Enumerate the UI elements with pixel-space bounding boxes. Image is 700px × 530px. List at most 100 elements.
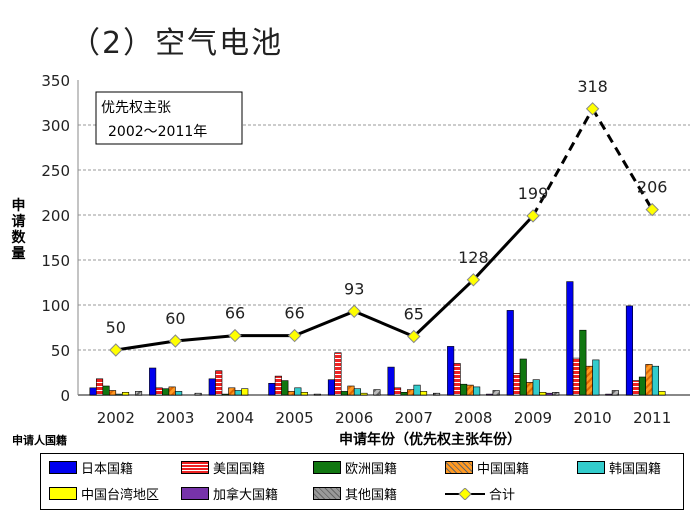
legend-swatch <box>313 461 341 474</box>
bar-中国国籍 <box>406 389 415 396</box>
bar-韩国国籍 <box>353 388 362 396</box>
bar-加拿大国籍 <box>605 393 613 396</box>
x-tick-label: 2003 <box>156 409 194 427</box>
bar-中国国籍 <box>287 391 295 396</box>
total-marker <box>347 304 361 319</box>
x-tick-label: 2007 <box>395 409 433 427</box>
total-data-label: 93 <box>344 279 364 298</box>
total-data-label: 60 <box>165 309 185 328</box>
bar-其他国籍 <box>611 390 619 396</box>
bar-其他国籍 <box>373 389 381 396</box>
legend-label: 中国台湾地区 <box>81 488 160 503</box>
legend-label: 日本国籍 <box>81 462 134 477</box>
bar-中国台湾地区 <box>419 391 428 396</box>
total-data-label: 199 <box>518 184 549 203</box>
bar-日本国籍 <box>89 387 97 396</box>
bar-加拿大国籍 <box>545 392 553 396</box>
bar-中国台湾地区 <box>360 392 368 396</box>
legend: 日本国籍 美国国籍 欧洲国籍 中国国籍 韩国国籍 中国台湾地区 加拿大国籍 其他国籍 合计 <box>40 453 684 510</box>
total-line-segment <box>591 108 654 211</box>
bar-欧洲国籍 <box>579 329 587 396</box>
legend-swatch <box>181 487 209 500</box>
legend-title: 申请人国籍 <box>12 433 67 447</box>
legend-swatch <box>49 461 77 474</box>
bar-中国台湾地区 <box>241 388 249 396</box>
bar-中国国籍 <box>228 387 236 396</box>
bar-美国国籍 <box>96 378 104 396</box>
bar-日本国籍 <box>208 378 216 396</box>
legend-swatch <box>49 487 77 500</box>
bar-欧洲国籍 <box>519 358 527 396</box>
bar-美国国籍 <box>155 387 163 396</box>
bar-其他国籍 <box>135 391 143 396</box>
legend-label: 欧洲国籍 <box>345 462 398 477</box>
bar-美国国籍 <box>215 370 223 396</box>
bar-加拿大国籍 <box>486 393 494 396</box>
bar-欧洲国籍 <box>102 385 110 396</box>
bar-中国国籍 <box>466 384 474 396</box>
total-data-label: 128 <box>458 248 489 267</box>
bar-韩国国籍 <box>651 365 660 396</box>
x-tick-label: 2008 <box>454 409 492 427</box>
bar-中国国籍 <box>168 386 176 396</box>
legend-label: 其他国籍 <box>345 488 398 503</box>
legend-item: 加拿大国籍 <box>181 484 278 503</box>
total-data-label: 66 <box>284 304 304 323</box>
x-tick-label: 2006 <box>335 409 373 427</box>
bar-欧洲国籍 <box>460 383 468 396</box>
annotation-line: 优先权主张 <box>101 100 171 116</box>
legend-swatch <box>577 461 605 474</box>
bar-中国国籍 <box>585 365 593 396</box>
bar-中国国籍 <box>347 385 355 396</box>
y-tick-label: 100 <box>41 297 70 315</box>
y-axis-label: 申请数量 <box>11 198 26 262</box>
annotation-box <box>95 91 243 145</box>
total-line-segment <box>175 334 236 343</box>
bar-美国国籍 <box>572 357 580 396</box>
y-tick-label: 300 <box>41 117 70 135</box>
annotation-line: 2002～2011年 <box>108 124 207 140</box>
legend-item: 韩国国籍 <box>577 458 661 477</box>
bar-韩国国籍 <box>413 384 421 396</box>
total-line-segment <box>531 108 594 217</box>
total-marker <box>287 328 302 343</box>
bar-美国国籍 <box>632 380 640 396</box>
y-tick-label: 50 <box>51 342 70 360</box>
bar-其他国籍 <box>432 392 441 396</box>
bar-欧洲国籍 <box>221 393 229 396</box>
bar-美国国籍 <box>334 352 342 396</box>
legend-item: 日本国籍 <box>49 458 133 477</box>
x-tick-label: 2011 <box>633 409 671 427</box>
bar-欧洲国籍 <box>340 391 349 396</box>
legend-line-marker <box>445 487 485 500</box>
y-tick-label: 250 <box>41 162 70 180</box>
bar-其他国籍 <box>552 391 560 396</box>
legend-item: 其他国籍 <box>313 484 397 503</box>
total-marker <box>168 334 183 348</box>
total-marker <box>466 273 481 287</box>
legend-item: 中国台湾地区 <box>49 484 159 503</box>
bar-中国国籍 <box>109 390 117 396</box>
legend-swatch <box>445 461 473 474</box>
bar-欧洲国籍 <box>281 380 289 396</box>
bar-中国台湾地区 <box>539 391 547 396</box>
total-marker <box>407 329 421 344</box>
bar-日本国籍 <box>506 310 514 396</box>
total-line-segment <box>472 214 535 281</box>
bar-日本国籍 <box>268 382 276 396</box>
bar-韩国国籍 <box>473 386 481 396</box>
total-marker <box>645 202 659 217</box>
bar-日本国籍 <box>149 367 157 396</box>
bar-韩国国籍 <box>532 379 540 396</box>
bar-其他国籍 <box>194 392 202 396</box>
total-data-label: 206 <box>637 178 668 197</box>
bar-中国台湾地区 <box>658 391 666 396</box>
bar-欧洲国籍 <box>400 391 408 396</box>
x-tick-label: 2002 <box>97 409 135 427</box>
bar-美国国籍 <box>393 387 402 396</box>
bar-韩国国籍 <box>115 393 123 396</box>
bar-欧洲国籍 <box>162 388 170 396</box>
x-tick-label: 2005 <box>276 409 314 427</box>
bar-美国国籍 <box>274 375 282 396</box>
